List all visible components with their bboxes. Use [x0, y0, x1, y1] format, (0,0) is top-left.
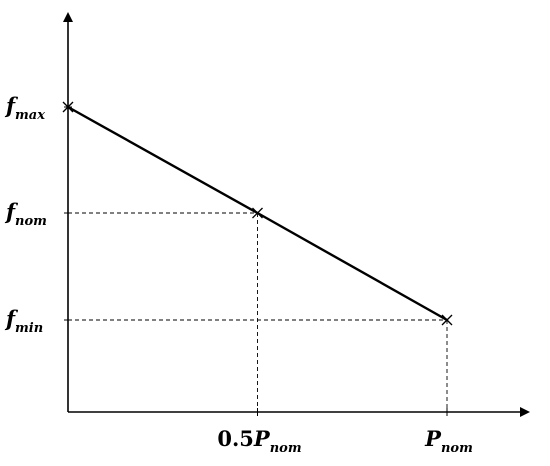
y-tick-label-max: fmax	[4, 93, 45, 123]
series	[62, 101, 453, 326]
x-tick-label-1: Pnom	[424, 426, 473, 456]
tick-labels: fmax fnom fmin 0.5Pnom Pnom	[4, 93, 473, 456]
point-marker-nom	[252, 207, 263, 219]
point-marker-max	[62, 101, 74, 113]
axes	[63, 12, 530, 417]
y-tick-label-min: fmin	[4, 306, 43, 336]
point-marker-min	[441, 314, 453, 326]
x-tick-label-0: 0.5Pnom	[217, 426, 301, 456]
guide-lines	[68, 212, 448, 412]
y-tick-label-nom: fnom	[4, 199, 47, 229]
